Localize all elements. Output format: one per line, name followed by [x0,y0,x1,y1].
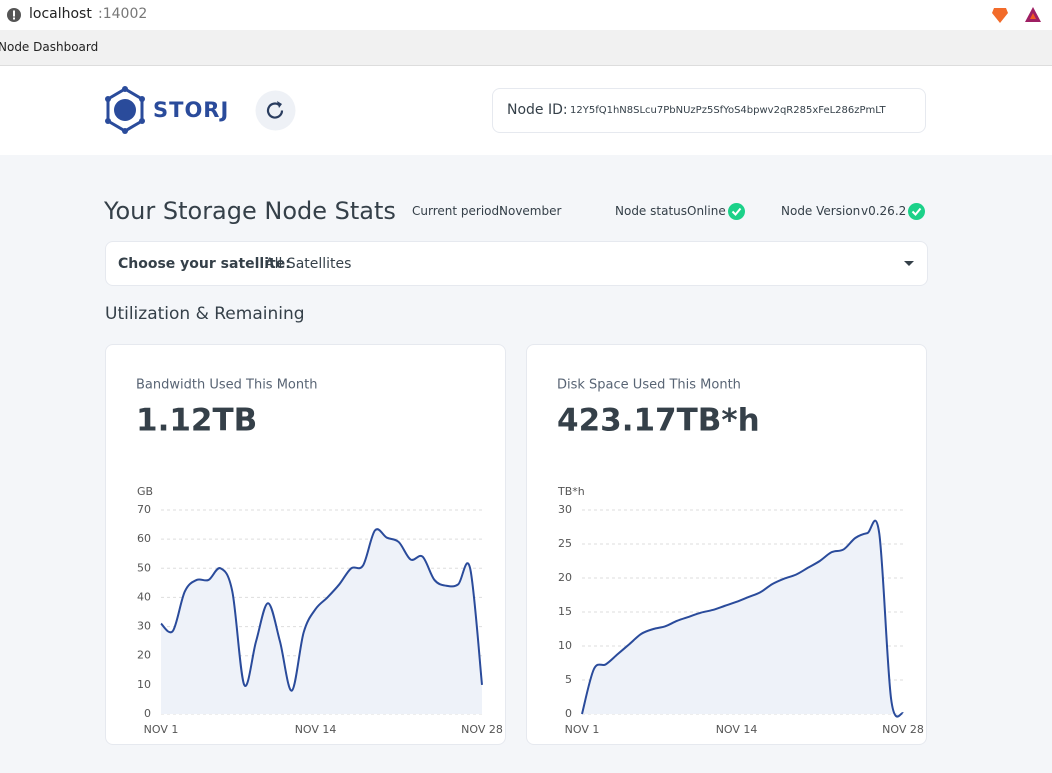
card-summary: 1.12TB [136,403,257,439]
line [581,519,904,718]
x-tick-label: NOV 14 [295,723,337,736]
refresh-button[interactable] [255,90,296,131]
y-tick-label: 70 [137,503,151,516]
y-tick-label: 15 [558,605,572,618]
y-tick-label: 5 [565,673,572,686]
y-tick-label: 50 [137,561,151,574]
header: STORJ Node ID: 12Y5fQ1hN8SLcu7PbNUzPz5Sf… [0,66,1052,155]
y-tick-label: 25 [558,537,572,550]
bat-icon[interactable] [1023,5,1043,25]
status-label: Node status [615,204,688,218]
y-tick-label: 40 [137,590,151,603]
logo-text: STORJ [153,98,230,122]
status: Online [687,204,726,218]
period-label: Current period: [412,204,504,218]
browser-bar: localhost :14002 [0,0,1052,30]
node-id-label: Node ID: [507,102,568,118]
url-port[interactable]: :14002 [98,6,148,22]
x-tick-label: NOV 28 [461,723,503,736]
info-icon [7,8,21,22]
section-title: Utilization & Remaining [105,304,305,324]
version-label: Node Version [781,204,861,218]
bookmark-bar: Node Dashboard [0,30,1052,66]
y-tick-label: 0 [565,707,572,720]
y-tick-label: 30 [137,620,151,633]
bookmark[interactable]: Node Dashboard [0,40,99,54]
dropdown-arrow [904,261,914,266]
logo-icon [105,86,145,134]
card-summary: 423.17TB*h [557,403,760,439]
status-check [728,203,745,220]
y-tick-label: 20 [137,649,151,662]
period: November [499,204,562,218]
y-tick-label: 0 [144,707,151,720]
satellite-value: All Satellites [265,256,352,272]
card-title: Disk Space Used This Month [557,378,741,393]
satellite-label: Choose your satellite: [118,256,291,272]
y-tick-label: 30 [558,503,572,516]
node-id-box: Node ID: 12Y5fQ1hN8SLcu7PbNUzPz5SfYoS4bp… [492,88,926,133]
y-axis-label: TB*h [557,485,585,498]
x-tick-label: NOV 1 [565,723,600,736]
node-id: 12Y5fQ1hN8SLcu7PbNUzPz5SfYoS4bpwv2qR285x… [570,105,886,116]
y-axis-label: GB [137,485,153,498]
chart-card: Bandwidth Used This Month 1.12TB GB 0 10 20 30… [105,344,506,745]
chart-card: Disk Space Used This Month 423.17TB*h TB*h… [526,344,927,745]
x-tick-label: NOV 14 [716,723,758,736]
page-title: Your Storage Node Stats [104,197,396,225]
y-tick-label: 10 [137,678,151,691]
satellite-dropdown[interactable]: Choose your satellite: All Satellites [105,241,928,286]
x-tick-label: NOV 28 [882,723,924,736]
area [161,529,482,714]
url-host[interactable]: localhost [29,6,92,22]
y-tick-label: 60 [137,532,151,545]
x-tick-label: NOV 1 [144,723,179,736]
y-tick-label: 20 [558,571,572,584]
version-check [908,203,925,220]
card-title: Bandwidth Used This Month [136,378,317,393]
brave-icon[interactable] [990,5,1010,25]
area [582,520,903,717]
line [160,528,483,692]
version: v0.26.2 [861,204,907,218]
y-tick-label: 10 [558,639,572,652]
